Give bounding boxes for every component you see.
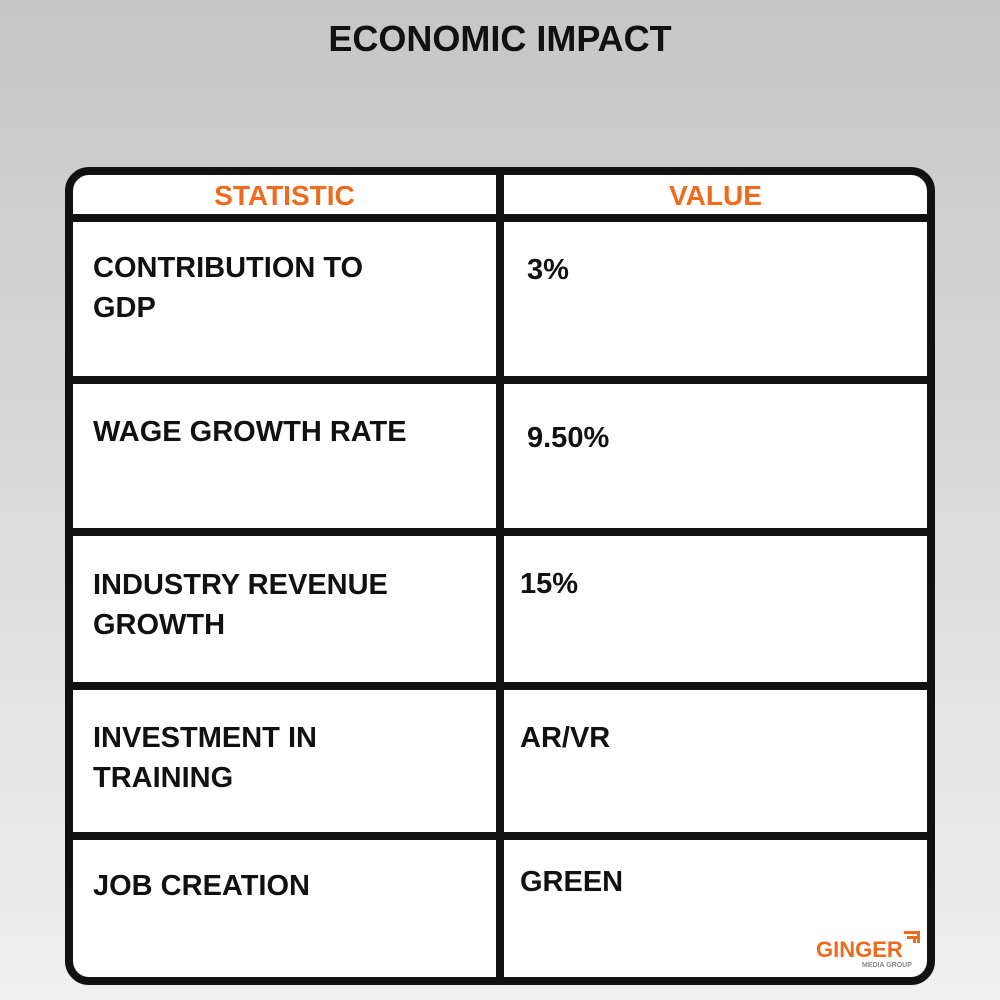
title: ECONOMIC IMPACT — [328, 18, 672, 59]
statistic-cell: JOB CREATION — [93, 870, 310, 902]
value-cell: 9.50% — [527, 422, 610, 454]
logo-name: GINGER — [816, 937, 903, 962]
statistic-cell: WAGE GROWTH RATE — [93, 416, 407, 448]
value-cell: 3% — [527, 254, 569, 286]
value-cell: 15% — [520, 568, 579, 600]
statistic-cell: INDUSTRY REVENUE GROWTH — [93, 569, 388, 641]
value-cell: GREEN — [520, 866, 624, 898]
logo-icon — [904, 931, 920, 943]
table-lines — [69, 171, 931, 981]
statistic-cell: CONTRIBUTION TO GDP — [93, 252, 364, 324]
header-cell: STATISTIC — [214, 180, 355, 211]
statistic-cell: INVESTMENT IN TRAINING — [93, 722, 317, 794]
header-cell: VALUE — [669, 180, 762, 211]
logo: GINGER MEDIA GROUP — [816, 937, 912, 970]
logo-tagline: MEDIA GROUP — [862, 962, 912, 969]
value-cell: AR/VR — [520, 722, 611, 754]
